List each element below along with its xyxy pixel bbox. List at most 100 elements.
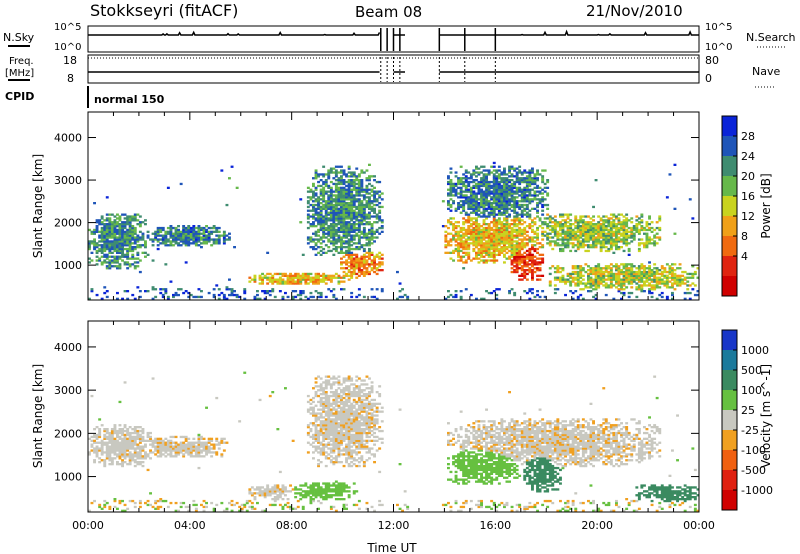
power-cell <box>648 228 651 232</box>
power-cell <box>485 230 488 233</box>
power-cell <box>365 215 369 218</box>
velocity-cell <box>172 455 175 458</box>
power-cell <box>286 274 290 277</box>
power-cell <box>342 211 346 214</box>
power-cell <box>314 253 318 256</box>
power-cell <box>505 242 509 245</box>
power-cell <box>627 278 631 281</box>
power-cell <box>347 213 351 216</box>
power-cell <box>592 226 595 230</box>
power-cell <box>291 274 295 277</box>
velocity-cell <box>105 428 109 431</box>
power-cell <box>477 205 481 209</box>
power-cell <box>317 221 320 224</box>
power-cell <box>579 276 583 279</box>
power-cell <box>627 295 631 299</box>
power-cell <box>337 177 341 180</box>
power-cell <box>329 194 333 197</box>
power-cell <box>643 290 646 293</box>
power-cell <box>266 282 270 285</box>
power-cell <box>531 194 534 197</box>
velocity-cell <box>121 509 124 512</box>
power-cell <box>472 180 476 184</box>
velocity-cell <box>121 437 124 440</box>
power-cell <box>564 242 567 245</box>
power-cell <box>574 215 578 218</box>
power-cell <box>525 179 529 182</box>
velocity-cell <box>131 447 135 450</box>
power-cell <box>345 211 348 214</box>
power-cell <box>368 215 371 218</box>
power-cell <box>589 280 593 283</box>
power-cell <box>462 240 466 243</box>
velocity-cell <box>182 447 186 450</box>
power-cell <box>686 284 690 287</box>
velocity-cell <box>108 431 112 435</box>
power-cell <box>475 251 478 254</box>
velocity-cell <box>159 451 163 454</box>
power-cell <box>469 202 473 205</box>
power-cell <box>587 223 590 226</box>
power-cell <box>105 290 109 293</box>
power-cell <box>533 255 537 258</box>
power-cell <box>528 175 532 178</box>
power-cell <box>615 232 618 235</box>
power-cell <box>553 215 557 218</box>
power-cell <box>587 280 590 283</box>
power-cell <box>182 291 186 295</box>
power-cell <box>597 278 601 281</box>
velocity-cell <box>184 437 188 440</box>
power-cell <box>447 177 450 180</box>
power-cell <box>482 228 486 232</box>
power-cell <box>487 215 491 218</box>
velocity-cell <box>131 455 135 458</box>
power-cell <box>492 253 496 256</box>
velocity-cell <box>103 459 107 462</box>
power-cell <box>174 230 178 233</box>
power-cell <box>505 223 509 226</box>
power-cell <box>482 251 486 254</box>
power-cell <box>105 246 109 249</box>
power-cell <box>627 270 631 274</box>
power-cell <box>571 242 575 245</box>
power-cell <box>528 253 532 256</box>
power-cell <box>622 219 626 222</box>
power-cell <box>286 282 290 285</box>
power-cell <box>609 246 613 249</box>
power-cell <box>362 247 366 251</box>
power-cell <box>477 225 481 228</box>
power-cell <box>444 234 448 237</box>
power-cell <box>273 272 277 276</box>
power-cell <box>556 269 560 272</box>
power-cell <box>197 225 201 228</box>
power-cell <box>462 223 466 226</box>
velocity-cell <box>151 441 155 444</box>
power-cell <box>559 221 562 224</box>
power-cell <box>477 234 481 237</box>
power-cell <box>301 291 305 295</box>
velocity-cell <box>169 435 173 439</box>
power-cell <box>561 213 565 216</box>
power-cell <box>452 226 455 230</box>
velocity-cell <box>133 449 137 452</box>
power-cell <box>497 213 501 216</box>
power-cell <box>108 219 112 222</box>
power-cell <box>322 276 326 279</box>
power-cell <box>105 225 109 228</box>
velocity-cell <box>182 449 186 452</box>
power-cell <box>146 290 150 293</box>
power-cell <box>266 278 270 281</box>
power-cell <box>607 230 611 233</box>
velocity-cell <box>116 439 119 442</box>
power-cell <box>543 186 547 189</box>
power-cell <box>362 295 366 299</box>
power-cell <box>543 198 547 201</box>
power-cell <box>342 261 346 264</box>
velocity-cell <box>128 459 132 462</box>
power-cell <box>500 177 504 180</box>
power-cell <box>597 223 601 226</box>
power-cell <box>612 234 616 237</box>
power-cell <box>113 219 117 222</box>
power-cell <box>350 213 354 216</box>
power-cell <box>462 261 466 264</box>
